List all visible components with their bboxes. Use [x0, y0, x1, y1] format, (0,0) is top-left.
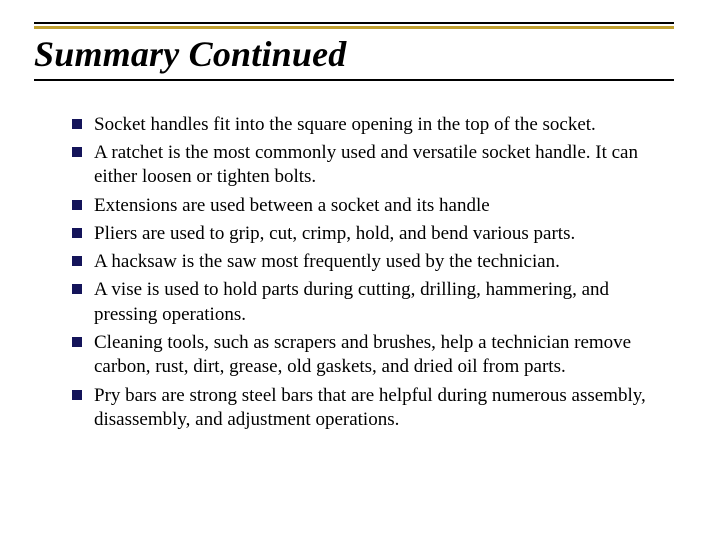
rule-under-title	[34, 79, 674, 81]
rule-accent	[34, 26, 674, 29]
list-item: Cleaning tools, such as scrapers and bru…	[72, 331, 666, 380]
list-item: Extensions are used between a socket and…	[72, 194, 666, 218]
list-item: Pry bars are strong steel bars that are …	[72, 384, 666, 433]
list-item: A ratchet is the most commonly used and …	[72, 141, 666, 190]
slide-container: Summary Continued Socket handles fit int…	[0, 0, 720, 540]
rule-top	[34, 22, 674, 24]
slide-title: Summary Continued	[34, 35, 686, 75]
bullet-list: Socket handles fit into the square openi…	[34, 113, 686, 433]
list-item: A hacksaw is the saw most frequently use…	[72, 250, 666, 274]
list-item: Socket handles fit into the square openi…	[72, 113, 666, 137]
list-item: A vise is used to hold parts during cutt…	[72, 278, 666, 327]
list-item: Pliers are used to grip, cut, crimp, hol…	[72, 222, 666, 246]
